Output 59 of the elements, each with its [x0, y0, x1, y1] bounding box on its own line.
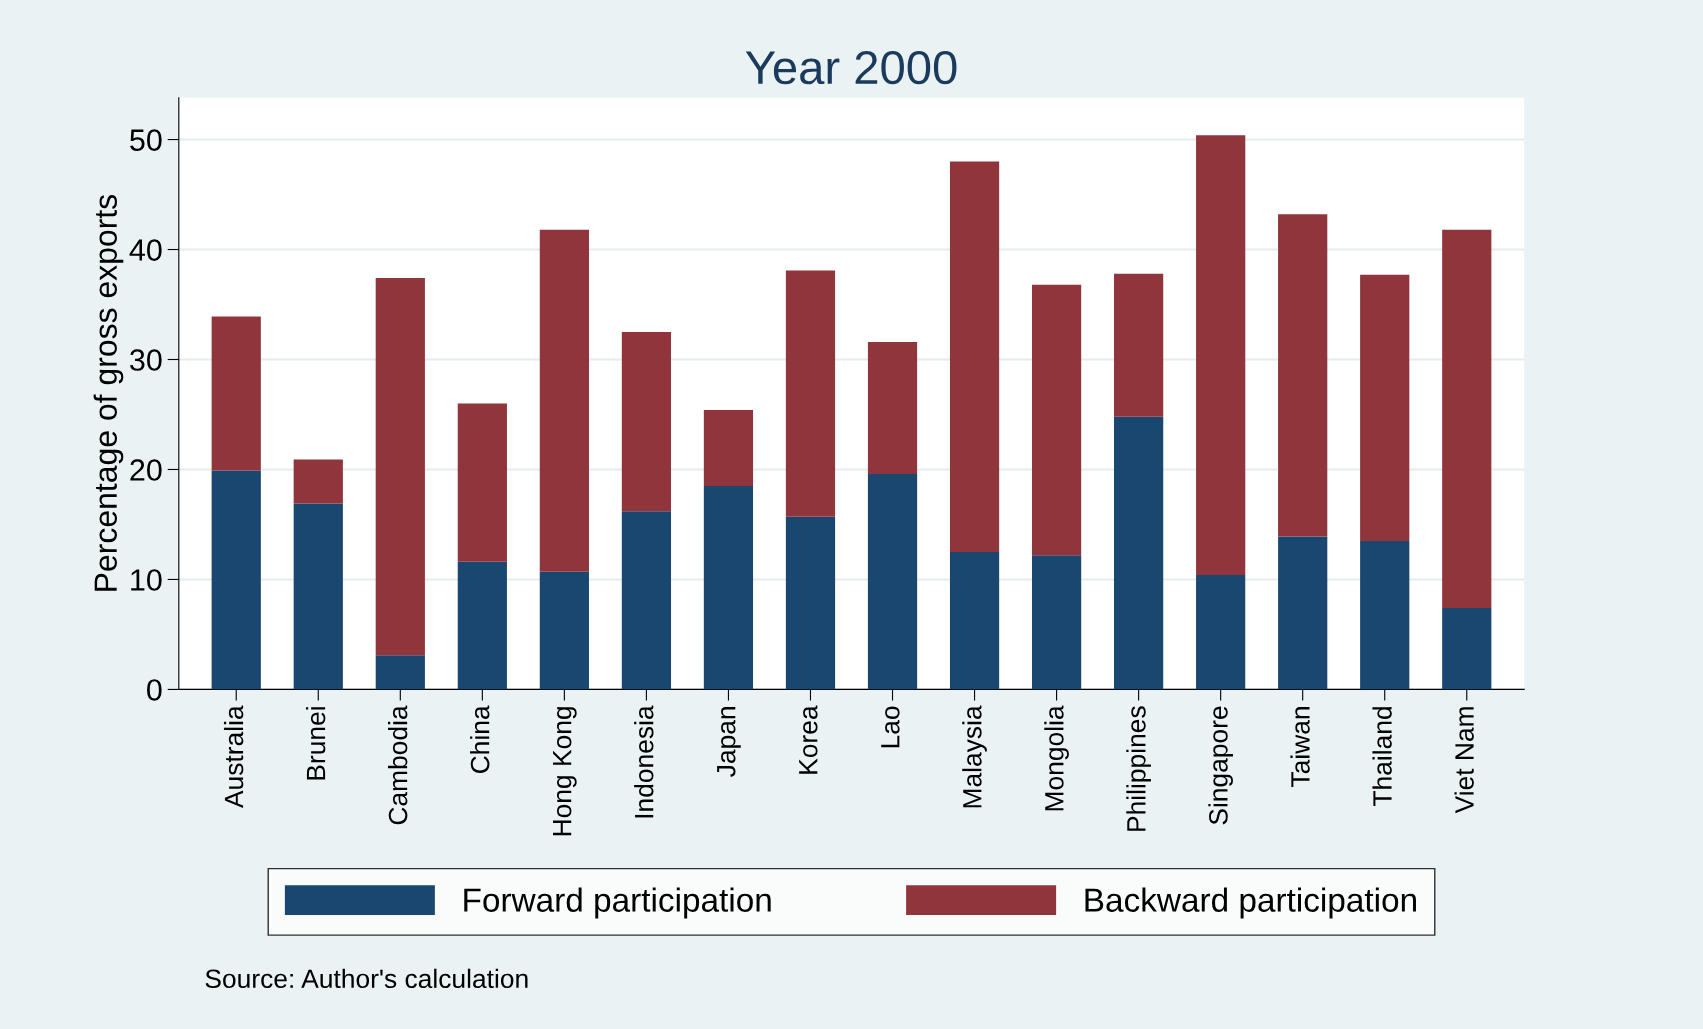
bar	[949, 161, 1000, 552]
x-tick-label: Brunei	[305, 707, 326, 780]
y-tick-label: 20	[130, 459, 162, 481]
legend-label: Backward participation	[1085, 887, 1416, 919]
x-tick-label: Singapore	[1208, 706, 1233, 825]
bar	[539, 229, 589, 572]
bar	[621, 511, 672, 690]
y-axis-title: Percentage of gross exports	[93, 194, 124, 591]
bar	[1031, 284, 1082, 556]
bar	[1360, 540, 1410, 690]
x-tick-label: Taiwan	[1290, 707, 1310, 787]
bar	[1442, 229, 1492, 609]
y-tick-label: 30	[130, 349, 162, 371]
bar	[211, 470, 261, 690]
bar	[211, 316, 261, 471]
bar	[457, 403, 507, 562]
bar	[1278, 214, 1328, 537]
y-tick-label: 40	[129, 239, 162, 261]
bar	[621, 332, 672, 512]
bar	[1442, 608, 1492, 690]
chart-title: Year 2000	[745, 50, 957, 85]
x-tick-label: Viet Nam	[1454, 707, 1474, 814]
bar	[1114, 416, 1164, 690]
x-tick-label: Japan	[717, 707, 741, 777]
bar	[375, 655, 425, 690]
bar	[867, 341, 918, 474]
x-tick-label: Lao	[881, 706, 900, 748]
bar	[703, 410, 754, 486]
x-tick-label: Hong Kong	[553, 707, 577, 836]
x-tick-label: Cambodia	[388, 705, 408, 825]
x-tick-label: Thailand	[1372, 707, 1392, 807]
bar	[1196, 575, 1246, 690]
bar	[785, 270, 836, 517]
bar	[1278, 536, 1328, 690]
bar	[457, 561, 507, 690]
x-tick-label: Korea	[799, 705, 818, 774]
y-tick-label: 50	[130, 129, 162, 151]
bar	[293, 459, 343, 504]
bar	[1031, 555, 1082, 690]
bar	[1360, 274, 1410, 541]
x-tick-label: China	[470, 705, 490, 774]
y-tick-label: 10	[131, 569, 162, 591]
bar	[293, 503, 343, 690]
bar	[539, 571, 589, 690]
bar	[785, 516, 836, 690]
bar	[375, 278, 425, 656]
y-tick-label: 0	[147, 679, 162, 701]
bar	[1196, 135, 1246, 576]
source-note: Source: Author's calculation	[205, 968, 528, 989]
bar	[867, 473, 918, 690]
x-tick-label: Indonesia	[634, 705, 654, 818]
legend-label: Forward participation	[464, 887, 771, 919]
bar	[1114, 273, 1164, 417]
bar	[949, 551, 1000, 690]
x-tick-label: Malaysia	[962, 705, 987, 808]
x-tick-label: Philippines	[1126, 706, 1151, 831]
bar	[703, 485, 754, 690]
x-tick-label: Mongolia	[1044, 705, 1069, 811]
x-tick-label: Australia	[223, 705, 244, 809]
